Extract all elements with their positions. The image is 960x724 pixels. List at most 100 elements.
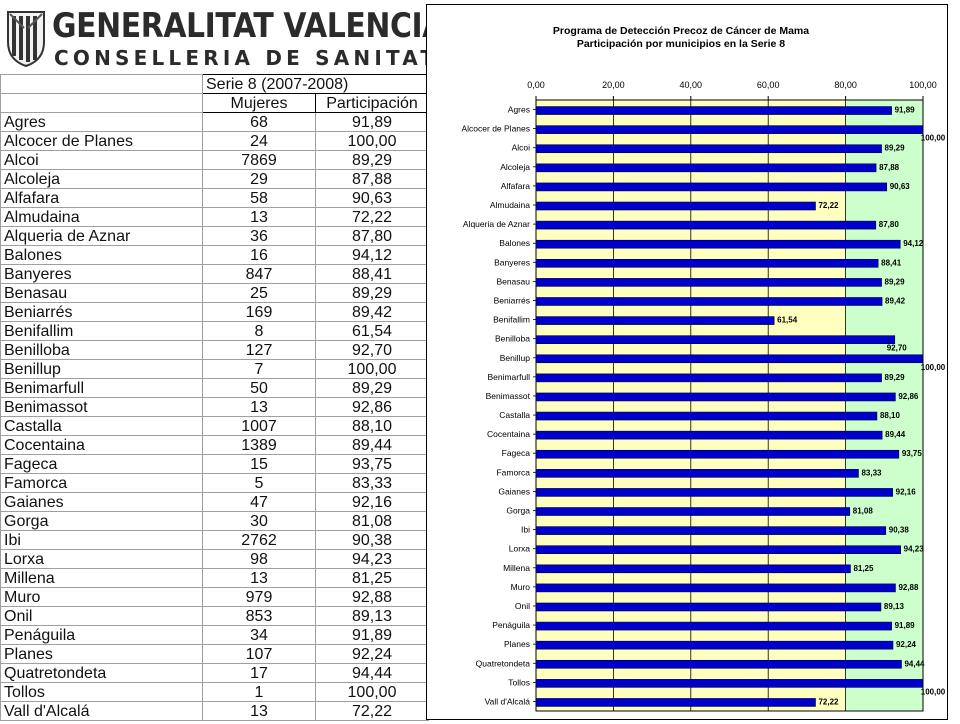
table-row: Agres 68 91,89 bbox=[0, 112, 429, 132]
value-label: 87,80 bbox=[879, 220, 900, 229]
municipio-cell: Benasau bbox=[0, 283, 203, 303]
category-label: Alcoi bbox=[512, 143, 531, 153]
mujeres-cell: 13 bbox=[202, 207, 316, 227]
value-label: 89,42 bbox=[885, 296, 906, 305]
value-label: 89,29 bbox=[885, 144, 906, 153]
bar bbox=[535, 182, 888, 192]
table-row: Famorca 5 83,33 bbox=[0, 473, 429, 493]
participation-table-container: Serie 8 (2007-2008) Mujeres Participació… bbox=[0, 74, 432, 721]
municipio-cell: Cocentaina bbox=[0, 435, 203, 455]
x-axis-ticks: 0,00 20,00 40,00 60,00 80,00 100,00 bbox=[527, 80, 937, 100]
column-header-participacion: Participación bbox=[315, 93, 429, 113]
x-tick-label: 100,00 bbox=[909, 80, 937, 90]
bar bbox=[535, 201, 816, 211]
mujeres-cell: 58 bbox=[202, 188, 316, 208]
table-row: Beniarrés 169 89,42 bbox=[0, 302, 429, 322]
participacion-cell: 89,29 bbox=[315, 378, 429, 398]
table-row: Benimarfull 50 89,29 bbox=[0, 378, 429, 398]
bar bbox=[535, 507, 851, 516]
table-row: Gaianes 47 92,16 bbox=[0, 492, 429, 512]
bar bbox=[535, 239, 901, 249]
participacion-cell: 92,86 bbox=[315, 397, 429, 417]
participacion-cell: 81,08 bbox=[315, 511, 429, 531]
value-label: 94,44 bbox=[904, 659, 925, 668]
category-label: Cocentaina bbox=[487, 429, 530, 439]
participacion-cell: 87,88 bbox=[315, 169, 429, 189]
value-label: 100,00 bbox=[921, 134, 946, 143]
municipio-cell: Planes bbox=[0, 644, 203, 664]
bar bbox=[535, 679, 924, 688]
category-label: Banyeres bbox=[494, 257, 530, 267]
municipio-cell: Gaianes bbox=[0, 492, 203, 512]
mujeres-cell: 853 bbox=[202, 606, 316, 626]
category-label: Alcoleja bbox=[500, 162, 530, 172]
table-row: Banyeres 847 88,41 bbox=[0, 264, 429, 284]
municipio-cell: Alcoi bbox=[0, 150, 203, 170]
value-label: 90,38 bbox=[889, 526, 910, 535]
municipio-cell: Penáguila bbox=[0, 625, 203, 645]
value-label: 92,86 bbox=[898, 392, 919, 401]
value-label: 87,88 bbox=[879, 163, 900, 172]
category-label: Benillup bbox=[500, 353, 531, 363]
value-label: 61,54 bbox=[777, 316, 798, 325]
table-row: Benimassot 13 92,86 bbox=[0, 397, 429, 417]
bar bbox=[535, 488, 893, 497]
participacion-cell: 89,44 bbox=[315, 435, 429, 455]
municipio-cell: Quatretondeta bbox=[0, 663, 203, 683]
header-title: GENERALITAT VALENCIANA bbox=[52, 6, 493, 46]
mujeres-cell: 25 bbox=[202, 283, 316, 303]
category-label: Benimassot bbox=[486, 391, 531, 401]
table-group-header-row: Serie 8 (2007-2008) bbox=[0, 74, 429, 94]
table-row: Vall d'Alcalá 13 72,22 bbox=[0, 701, 429, 721]
municipio-cell: Benimarfull bbox=[0, 378, 203, 398]
x-tick-label: 0,00 bbox=[527, 80, 545, 90]
x-tick-label: 40,00 bbox=[680, 80, 703, 90]
value-label: 89,29 bbox=[885, 277, 906, 286]
bar bbox=[535, 449, 900, 459]
bar bbox=[535, 698, 816, 707]
category-label: Alqueria de Aznar bbox=[463, 219, 530, 229]
table-row: Benasau 25 89,29 bbox=[0, 283, 429, 303]
mujeres-cell: 13 bbox=[202, 568, 316, 588]
table-row: Millena 13 81,25 bbox=[0, 568, 429, 588]
municipio-cell: Gorga bbox=[0, 511, 203, 531]
mujeres-cell: 16 bbox=[202, 245, 316, 265]
category-label: Benifallim bbox=[493, 315, 530, 325]
participacion-cell: 92,88 bbox=[315, 587, 429, 607]
mujeres-cell: 29 bbox=[202, 169, 316, 189]
category-label: Penáguila bbox=[492, 620, 530, 630]
value-label: 90,63 bbox=[890, 182, 911, 191]
bar bbox=[535, 411, 878, 421]
bar bbox=[535, 659, 902, 669]
bar bbox=[535, 373, 882, 383]
participacion-cell: 94,23 bbox=[315, 549, 429, 569]
value-label: 92,16 bbox=[896, 487, 917, 496]
mujeres-cell: 68 bbox=[202, 112, 316, 132]
mujeres-cell: 30 bbox=[202, 511, 316, 531]
municipio-cell: Muro bbox=[0, 587, 203, 607]
table-row: Balones 16 94,12 bbox=[0, 245, 429, 265]
value-label: 83,33 bbox=[861, 468, 882, 477]
category-label: Benilloba bbox=[495, 334, 530, 344]
participacion-cell: 88,10 bbox=[315, 416, 429, 436]
value-label: 89,44 bbox=[885, 430, 906, 439]
value-label: 91,89 bbox=[895, 621, 916, 630]
value-label: 88,41 bbox=[881, 258, 902, 267]
mujeres-cell: 7 bbox=[202, 359, 316, 379]
municipio-cell: Almudaina bbox=[0, 207, 203, 227]
participacion-cell: 91,89 bbox=[315, 112, 429, 132]
value-label: 92,70 bbox=[887, 344, 908, 353]
mujeres-cell: 169 bbox=[202, 302, 316, 322]
value-label: 72,22 bbox=[818, 201, 839, 210]
table-row: Alcocer de Planes 24 100,00 bbox=[0, 131, 429, 151]
participacion-cell: 83,33 bbox=[315, 473, 429, 493]
participacion-cell: 72,22 bbox=[315, 701, 429, 721]
table-column-header-row: Mujeres Participación bbox=[0, 93, 429, 113]
municipio-cell: Alcoleja bbox=[0, 169, 203, 189]
municipio-cell: Balones bbox=[0, 245, 203, 265]
mujeres-cell: 5 bbox=[202, 473, 316, 493]
bar bbox=[535, 430, 883, 440]
participacion-cell: 100,00 bbox=[315, 682, 429, 702]
value-label: 93,75 bbox=[902, 449, 923, 458]
bar bbox=[535, 392, 896, 402]
